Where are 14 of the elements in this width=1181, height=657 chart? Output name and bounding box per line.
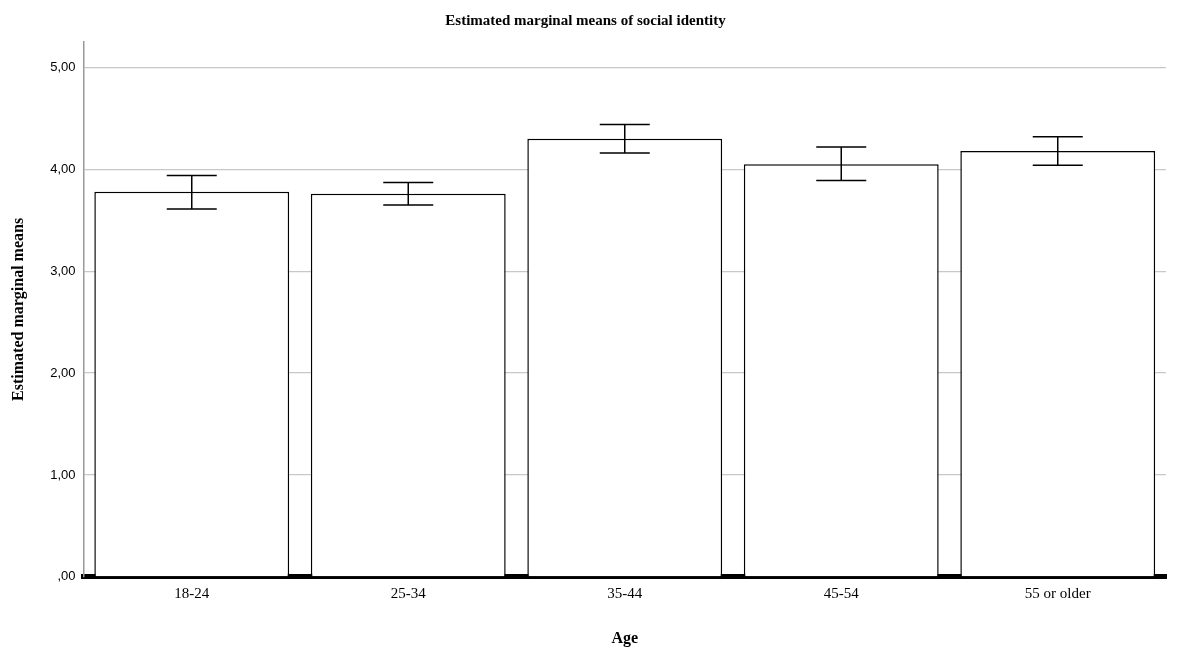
x-axis-title: Age	[611, 628, 639, 647]
y-tick-label: 3,00	[50, 262, 76, 278]
x-tick-label: 45-54	[823, 584, 860, 601]
y-tick-label: 1,00	[50, 466, 76, 482]
y-tick-label: 2,00	[50, 364, 76, 380]
y-tick-label: ,00	[57, 568, 76, 584]
y-tick-label: 4,00	[50, 160, 76, 176]
x-tick-label: 18-24	[174, 584, 210, 601]
x-tick-label: 35-44	[607, 584, 643, 601]
chart-title: Estimated marginal means of social identity	[445, 11, 727, 28]
x-tick-label: 55 or older	[1024, 584, 1091, 601]
x-tick-label: 25-34	[390, 584, 427, 601]
y-tick-label: 5,00	[50, 59, 76, 75]
y-axis-title: Estimated marginal means	[8, 217, 27, 401]
